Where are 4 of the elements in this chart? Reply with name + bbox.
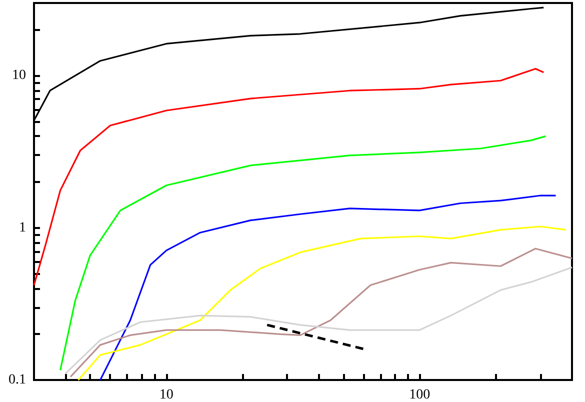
y-tick-label: 1 bbox=[19, 220, 26, 236]
x-tick-label: 100 bbox=[409, 388, 430, 402]
y-tick-label: 10 bbox=[12, 68, 26, 84]
y-tick-label: 0.1 bbox=[8, 372, 26, 388]
